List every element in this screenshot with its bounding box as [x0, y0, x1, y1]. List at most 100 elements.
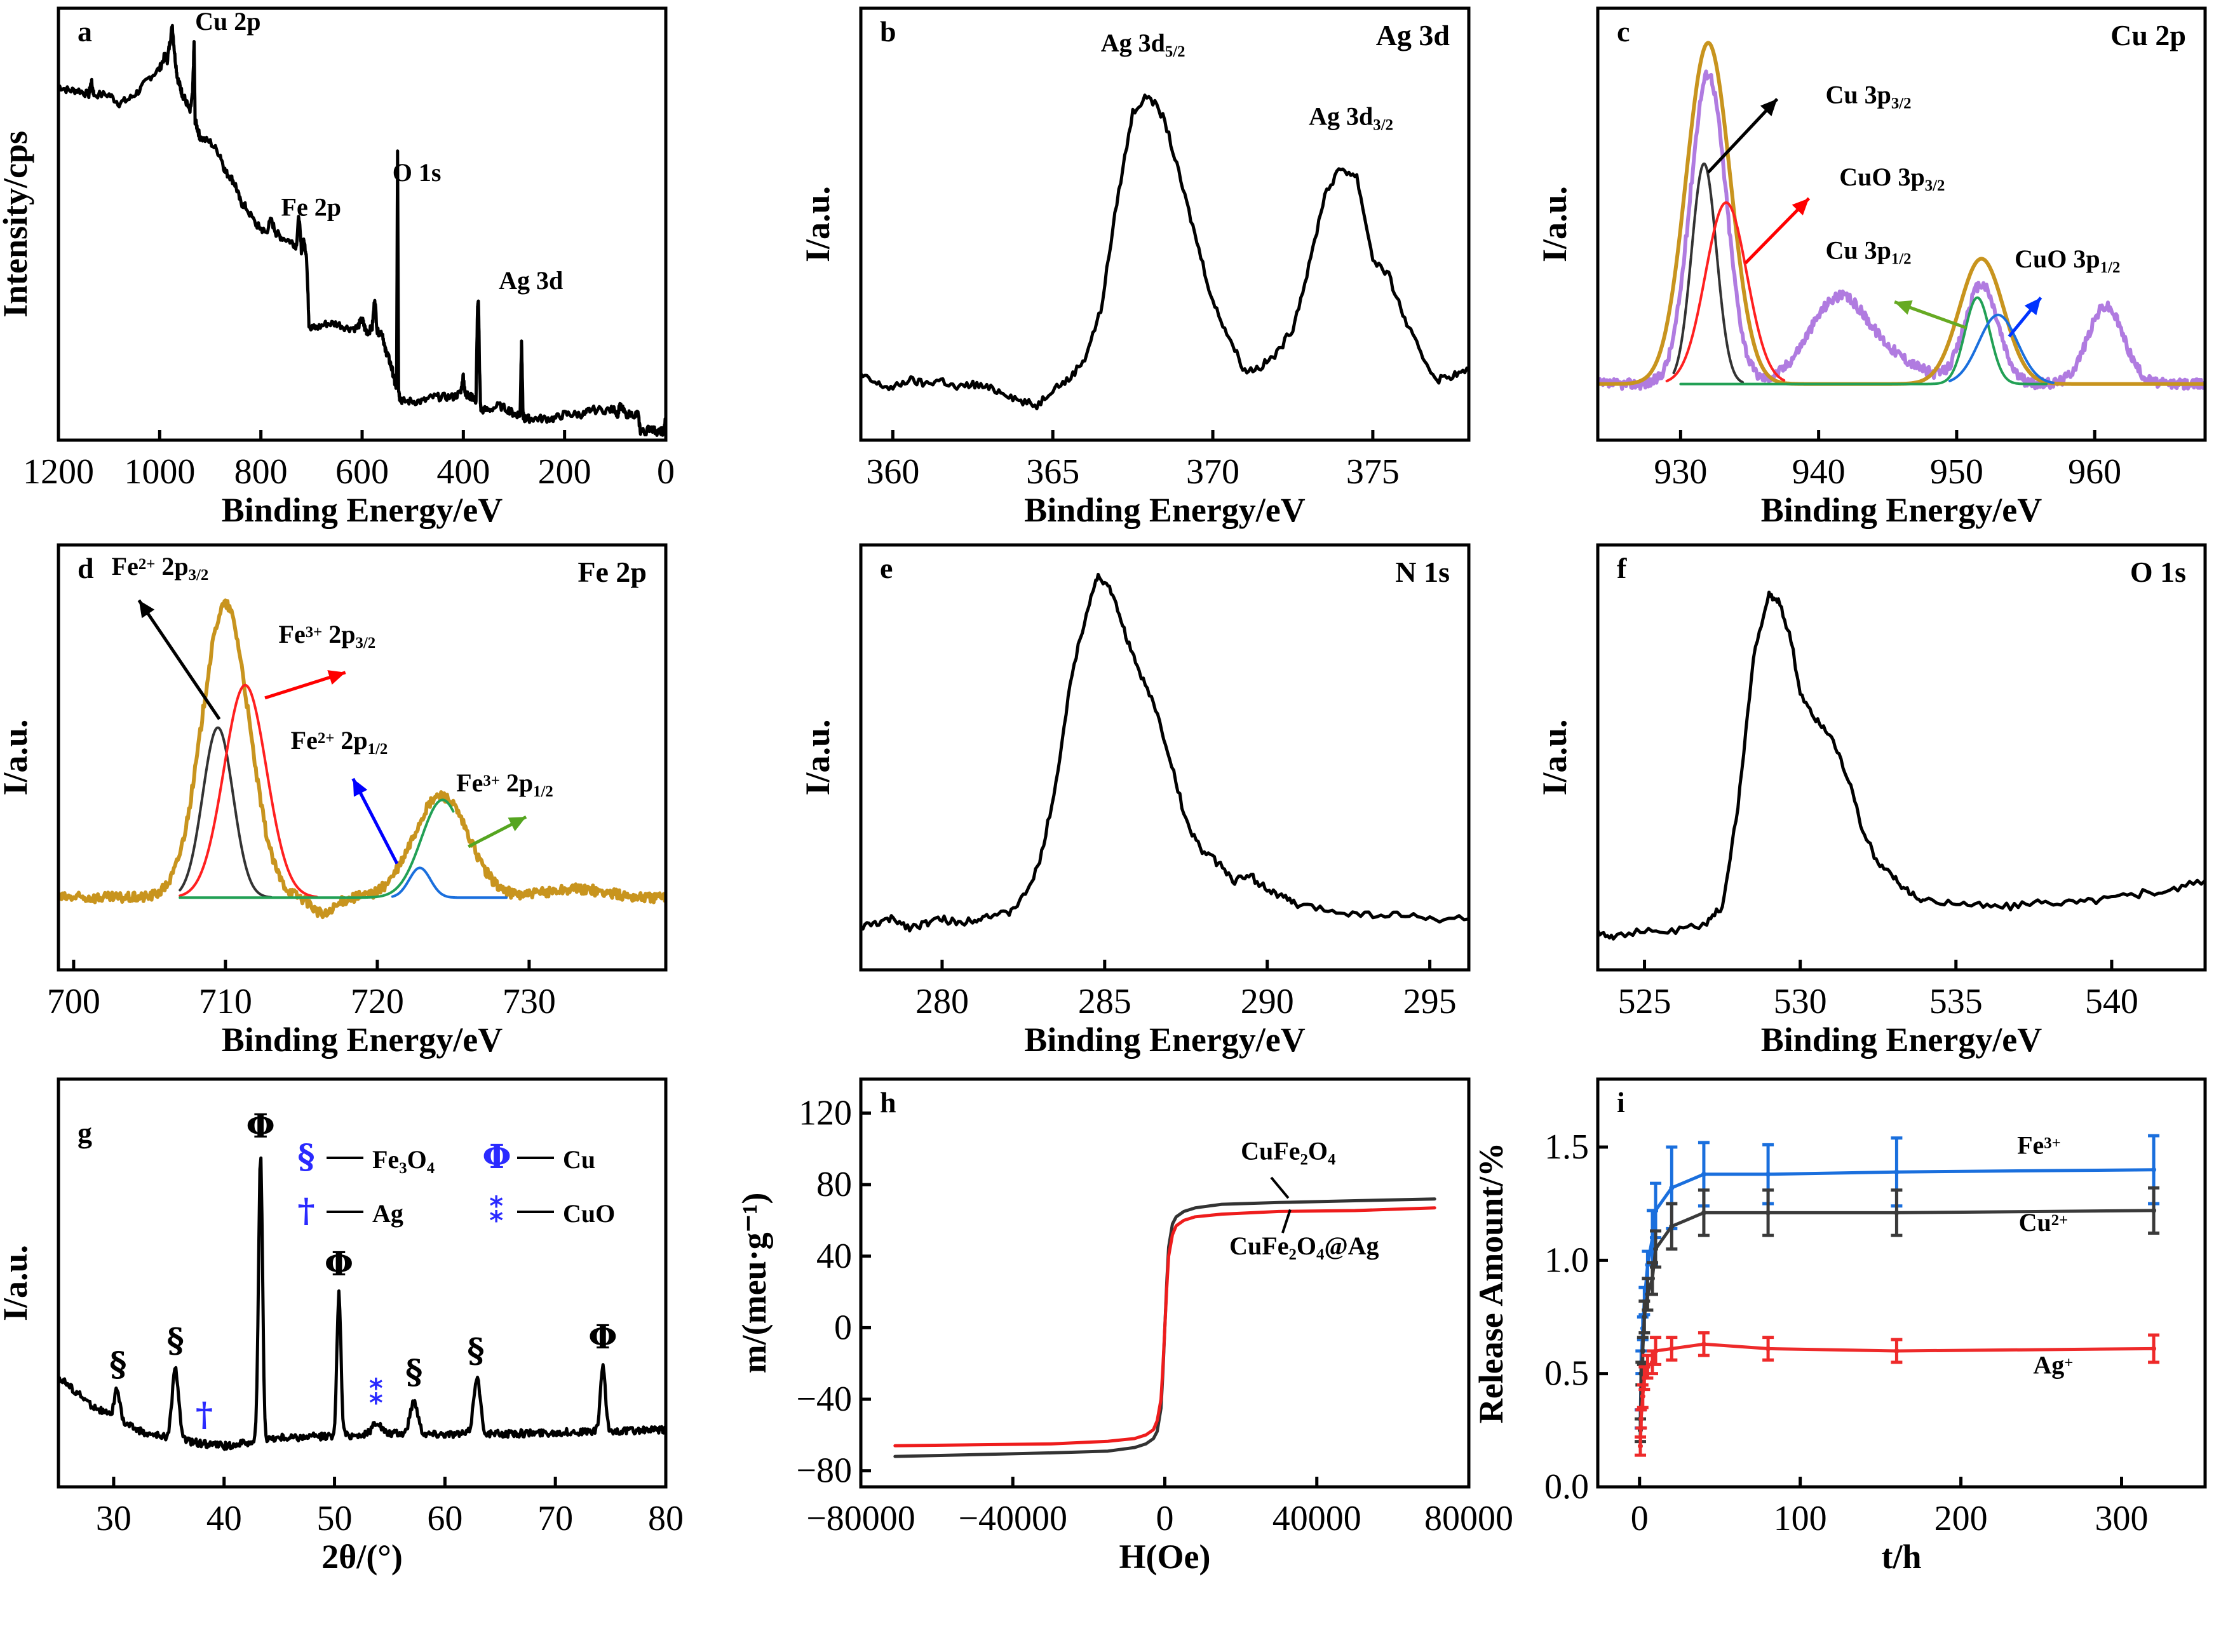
- x-tick-label: 0: [657, 452, 675, 492]
- y-axis-label: Release Amount/%: [1472, 1143, 1510, 1423]
- x-tick-label: 295: [1403, 982, 1457, 1021]
- legend-item: † Ag: [297, 1192, 403, 1230]
- error-bar: [1698, 1188, 1710, 1237]
- legend-symbol-icon: §: [297, 1138, 314, 1176]
- data-point: [1669, 1185, 1675, 1191]
- error-bar: [1891, 1188, 1903, 1237]
- x-axis-label: t/h: [1881, 1538, 1921, 1576]
- chart-panel-c: 930 940 950 960 Binding Energy/eV I/a.u. c Cu 2…: [1536, 6, 2207, 529]
- data-point: [1638, 1443, 1644, 1449]
- legend-label: Ag: [372, 1199, 403, 1228]
- x-tick-label: 200: [538, 452, 591, 492]
- series-line-fe3-2p3-2: [179, 683, 318, 899]
- plot-area: [893, 1197, 1436, 1458]
- arrowhead-icon: [138, 600, 155, 619]
- x-tick-label: 365: [1026, 452, 1079, 492]
- chart-panel-a: 1200 1000 800 600 400 200 0 Binding Energy/eV In…: [0, 6, 675, 529]
- annotation-label: CuO 3p3/2: [1839, 163, 1945, 194]
- x-tick-label: 720: [351, 982, 404, 1021]
- peak-marker-icon: §: [467, 1332, 484, 1371]
- chart-panel-i: 0 100 200 300 0.0 0.5 1.0 1.5 t/h Release Amount/…: [1472, 1077, 2207, 1576]
- arrowhead-icon: [327, 670, 346, 685]
- legend-symbol-icon: †: [297, 1192, 314, 1230]
- x-tick-label: 540: [2085, 982, 2138, 1021]
- x-tick-label: 600: [335, 452, 389, 492]
- y-axis-label: m/(meu·g⁻¹): [735, 1193, 773, 1374]
- region-label: Fe 2p: [577, 556, 647, 588]
- error-bar: [1666, 1202, 1678, 1251]
- annotation-label: Fe3+ 2p3/2: [279, 620, 376, 652]
- x-tick-label: 60: [427, 1499, 462, 1538]
- data-point: [1894, 1210, 1900, 1216]
- x-axis-label: 2θ/(°): [321, 1538, 403, 1576]
- x-tick-label: 0: [1156, 1499, 1174, 1538]
- data-point: [1638, 1371, 1644, 1376]
- y-tick-label: 80: [816, 1165, 852, 1204]
- annotation-label: Fe3+ 2p1/2: [456, 769, 553, 800]
- data-point: [1638, 1416, 1644, 1421]
- series-line-raw: [1598, 69, 2205, 391]
- region-label: N 1s: [1395, 556, 1450, 588]
- series-line-xrd: [58, 1156, 666, 1451]
- data-point: [1645, 1364, 1651, 1369]
- y-axis-label: I/a.u.: [0, 1245, 34, 1321]
- x-tick-label: 800: [234, 452, 288, 492]
- y-axis-label: I/a.u.: [0, 719, 34, 795]
- panel-label: i: [1617, 1086, 1625, 1118]
- y-tick-label: 0: [834, 1308, 852, 1347]
- data-point: [1642, 1314, 1647, 1320]
- annotation-arrow: [264, 670, 346, 700]
- data-point: [2151, 1167, 2157, 1172]
- x-tick-label: 40: [206, 1499, 242, 1538]
- peak-marker-icon: ⁑: [368, 1374, 385, 1413]
- annotation-label: Ag 3d5/2: [1101, 29, 1185, 60]
- x-axis-label: Binding Energy/eV: [1761, 1021, 2042, 1059]
- error-bar: [1635, 1435, 1647, 1457]
- annotation-label: CuFe2O4: [1241, 1137, 1335, 1169]
- y-tick-label: −40: [796, 1380, 852, 1419]
- series-line-ag-3d: [861, 93, 1469, 410]
- error-bar: [1762, 1188, 1774, 1237]
- annotation-label: Fe2+ 2p1/2: [291, 726, 388, 758]
- legend-label: CuO: [563, 1199, 615, 1228]
- plot-area: [58, 1156, 666, 1451]
- series-line-cufe2o4-ag: [893, 1206, 1436, 1447]
- panel-label: h: [880, 1086, 896, 1118]
- series-label: Fe3+: [2017, 1131, 2061, 1160]
- annotation-arrow: [137, 599, 221, 720]
- x-tick-label: 535: [1929, 982, 1983, 1021]
- error-bar: [2148, 1333, 2160, 1364]
- series-line-cu-3p3-2: [1672, 162, 1745, 384]
- y-axis-label: I/a.u.: [799, 719, 837, 795]
- y-tick-label: 120: [799, 1094, 852, 1133]
- panel-label: f: [1617, 552, 1627, 584]
- annotation-label: Cu 3p3/2: [1826, 81, 1912, 112]
- legend-symbol-icon: ⁑: [488, 1192, 505, 1230]
- annotation-arrow: [1894, 300, 1967, 330]
- series-label: Ag+: [2033, 1351, 2073, 1380]
- annotation-label: Fe2+ 2p3/2: [112, 552, 209, 584]
- legend-symbol-icon: Φ: [482, 1138, 511, 1176]
- data-point: [2151, 1207, 2157, 1213]
- annotation-arrow: [1706, 98, 1779, 174]
- annotation-arrow: [2008, 297, 2042, 338]
- error-bar: [2148, 1186, 2160, 1235]
- region-label: Ag 3d: [1376, 19, 1450, 51]
- error-bar: [1638, 1299, 1651, 1334]
- error-bar: [1650, 1229, 1662, 1269]
- x-tick-label: 950: [1930, 452, 1983, 492]
- x-tick-label: 960: [2068, 452, 2121, 492]
- chart-panel-b: 360 365 370 375 Binding Energy/eV I/a.u. b Ag 3…: [799, 6, 1471, 529]
- annotation-arrow: [468, 815, 527, 849]
- y-axis-label: Intensity/cps: [0, 131, 34, 318]
- data-point: [1701, 1210, 1706, 1216]
- x-tick-label: 1200: [23, 452, 94, 492]
- y-tick-label: 40: [816, 1237, 852, 1276]
- x-tick-label: 70: [537, 1499, 573, 1538]
- x-tick-label: 30: [96, 1499, 132, 1538]
- legend-item: § Fe3O4: [297, 1138, 435, 1177]
- peak-marker-icon: §: [109, 1345, 126, 1384]
- data-point: [1653, 1348, 1659, 1353]
- x-tick-label: 0: [1631, 1499, 1649, 1538]
